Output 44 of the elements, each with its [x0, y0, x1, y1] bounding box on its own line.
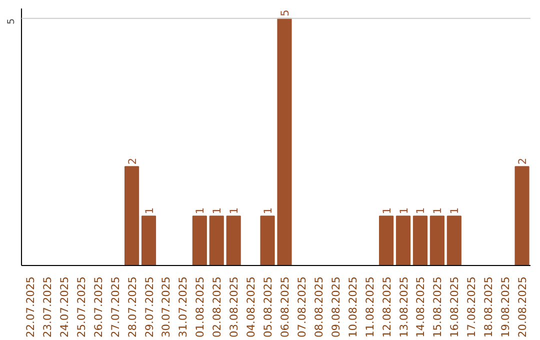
data-label: 1	[262, 207, 275, 214]
x-tick-label: 11.08.2025	[363, 276, 376, 338]
data-label: 2	[126, 158, 139, 165]
data-label: 1	[210, 207, 224, 214]
data-label: 1	[194, 207, 207, 214]
data-label: 1	[414, 207, 428, 214]
x-tick-label: 26.07.2025	[92, 276, 105, 338]
x-tick-label: 16.08.2025	[448, 276, 462, 338]
x-tick-label: 14.08.2025	[414, 276, 428, 338]
x-tick-label: 12.08.2025	[380, 276, 394, 338]
data-label: 1	[397, 207, 410, 214]
x-tick-label: 08.08.2025	[312, 276, 326, 338]
x-tick-label: 31.07.2025	[176, 276, 190, 338]
x-tick-label: 07.08.2025	[295, 276, 308, 338]
data-label: 1	[228, 207, 241, 214]
x-tick-label: 23.07.2025	[40, 276, 54, 338]
x-tick-label: 01.08.2025	[194, 276, 207, 338]
x-tick-label: 22.07.2025	[24, 276, 37, 338]
x-tick-label: 17.08.2025	[465, 276, 478, 338]
x-tick-label: 09.08.2025	[329, 276, 342, 338]
x-tick-label: 15.08.2025	[431, 276, 444, 338]
x-tick-label: 13.08.2025	[397, 276, 410, 338]
x-tick-label: 24.07.2025	[58, 276, 71, 338]
data-label: 1	[431, 207, 444, 214]
x-tick-label: 06.08.2025	[278, 276, 292, 338]
x-tick-label: 28.07.2025	[126, 276, 139, 338]
x-tick-label: 18.08.2025	[482, 276, 496, 338]
x-tick-label: 20.08.2025	[516, 276, 530, 338]
data-label: 1	[380, 207, 394, 214]
x-tick-label: 04.08.2025	[244, 276, 258, 338]
x-tick-label: 10.08.2025	[346, 276, 360, 338]
x-tick-label: 25.07.2025	[74, 276, 88, 338]
x-tick-label: 30.07.2025	[160, 276, 173, 338]
ref-line-label: 5	[6, 18, 17, 24]
x-tick-label: 29.07.2025	[142, 276, 156, 338]
x-tick-label: 27.07.2025	[108, 276, 122, 338]
data-label: 1	[448, 207, 462, 214]
data-label: 2	[516, 158, 530, 165]
x-tick-label: 02.08.2025	[210, 276, 224, 338]
x-tick-label: 05.08.2025	[262, 276, 275, 338]
x-tick-label: 19.08.2025	[499, 276, 512, 338]
x-tick-label: 03.08.2025	[228, 276, 241, 338]
data-label: 1	[142, 207, 156, 214]
data-label: 5	[278, 10, 292, 16]
